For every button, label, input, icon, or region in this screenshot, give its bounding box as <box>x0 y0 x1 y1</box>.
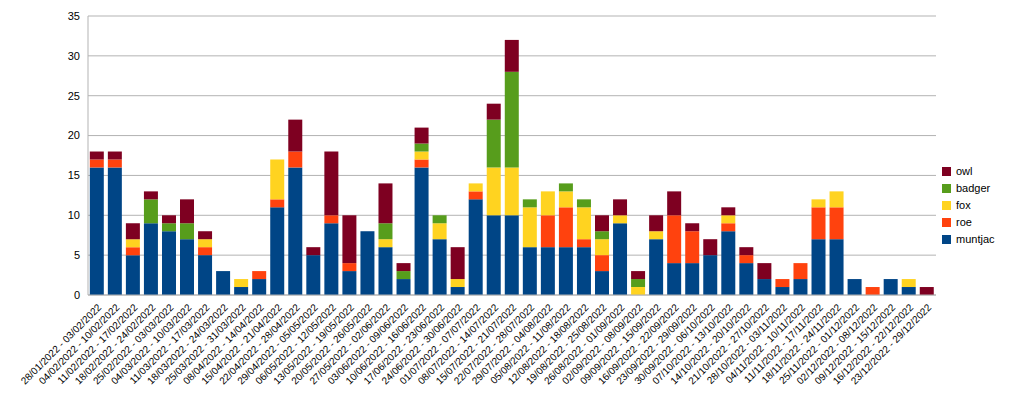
svg-text:28/10/2022 - 03/11/2022: 28/10/2022 - 03/11/2022 <box>704 301 790 386</box>
svg-text:29/04/2022 - 05/05/2022: 29/04/2022 - 05/05/2022 <box>235 301 320 387</box>
svg-text:09/09/2022 - 15/09/2022: 09/09/2022 - 15/09/2022 <box>577 301 663 387</box>
svg-text:0: 0 <box>74 289 80 301</box>
svg-text:11/02/2022 - 17/02/2022: 11/02/2022 - 17/02/2022 <box>55 301 140 386</box>
svg-text:08/07/2022 - 14/07/2022: 08/07/2022 - 14/07/2022 <box>415 301 501 387</box>
svg-text:22/04/2022 - 28/04/2022: 22/04/2022 - 28/04/2022 <box>217 301 302 387</box>
svg-text:04/11/2022 - 10/11/2022: 04/11/2022 - 10/11/2022 <box>723 301 808 386</box>
svg-text:11/03/2022 - 17/03/2022: 11/03/2022 - 17/03/2022 <box>127 301 212 386</box>
svg-text:29/07/2022 - 04/08/2022: 29/07/2022 - 04/08/2022 <box>469 301 555 387</box>
svg-text:27/05/2022 - 02/06/2022: 27/05/2022 - 02/06/2022 <box>307 301 393 387</box>
svg-text:06/05/2022 - 12/05/2022: 06/05/2022 - 12/05/2022 <box>253 301 338 387</box>
svg-text:07/10/2022 - 13/10/2022: 07/10/2022 - 13/10/2022 <box>650 301 735 387</box>
svg-text:26/08/2022 - 01/09/2022: 26/08/2022 - 01/09/2022 <box>541 301 627 387</box>
svg-text:20/05/2022 - 26/05/2022: 20/05/2022 - 26/05/2022 <box>289 301 375 387</box>
svg-text:10: 10 <box>68 209 80 221</box>
svg-text:25/02/2022 - 03/03/2022: 25/02/2022 - 03/03/2022 <box>90 301 176 387</box>
svg-text:10/06/2022 - 16/06/2022: 10/06/2022 - 16/06/2022 <box>343 301 429 387</box>
svg-text:22/07/2022 - 28/07/2022: 22/07/2022 - 28/07/2022 <box>451 301 537 387</box>
svg-text:13/05/2022 - 19/05/2022: 13/05/2022 - 19/05/2022 <box>271 301 357 387</box>
html-text:badger: badger <box>956 182 991 194</box>
svg-text:08/04/2022 - 14/04/2022: 08/04/2022 - 14/04/2022 <box>181 301 266 387</box>
svg-text:18/02/2022 - 24/02/2022: 18/02/2022 - 24/02/2022 <box>72 301 158 387</box>
svg-text:11/11/2022 - 17/11/2022: 11/11/2022 - 17/11/2022 <box>741 301 826 385</box>
svg-text:30/09/2022 - 06/10/2022: 30/09/2022 - 06/10/2022 <box>632 301 717 387</box>
svg-text:23/12/2022 - 29/12/2022: 23/12/2022 - 29/12/2022 <box>849 301 934 386</box>
svg-text:03/06/2022 - 09/06/2022: 03/06/2022 - 09/06/2022 <box>325 301 411 387</box>
svg-text:04/03/2022 - 10/03/2022: 04/03/2022 - 10/03/2022 <box>108 301 194 387</box>
svg-text:30: 30 <box>68 50 80 62</box>
svg-text:12/08/2022 - 18/08/2022: 12/08/2022 - 18/08/2022 <box>505 301 591 387</box>
svg-text:25/03/2022 - 31/03/2022: 25/03/2022 - 31/03/2022 <box>163 301 248 387</box>
html-text:fox: fox <box>956 199 971 211</box>
html-text:roe: roe <box>956 216 972 228</box>
svg-text:24/06/2022 - 30/06/2022: 24/06/2022 - 30/06/2022 <box>379 301 465 387</box>
svg-text:04/02/2022 - 10/02/2022: 04/02/2022 - 10/02/2022 <box>36 301 122 387</box>
svg-text:15/07/2022 - 21/07/2022: 15/07/2022 - 21/07/2022 <box>433 301 519 387</box>
html-text:owl: owl <box>956 165 973 177</box>
svg-text:23/09/2022 - 29/09/2022: 23/09/2022 - 29/09/2022 <box>614 301 699 387</box>
svg-text:09/12/2022 - 15/12/2022: 09/12/2022 - 15/12/2022 <box>812 301 898 387</box>
svg-text:14/10/2022 - 20/10/2022: 14/10/2022 - 20/10/2022 <box>668 301 753 387</box>
svg-text:35: 35 <box>68 10 80 22</box>
svg-text:02/09/2022 - 08/09/2022: 02/09/2022 - 08/09/2022 <box>559 301 645 387</box>
svg-text:05/08/2022 - 11/08/2022: 05/08/2022 - 11/08/2022 <box>488 301 573 386</box>
svg-text:21/10/2022 - 27/10/2022: 21/10/2022 - 27/10/2022 <box>686 301 771 387</box>
svg-text:18/03/2022 - 24/03/2022: 18/03/2022 - 24/03/2022 <box>144 301 230 387</box>
svg-text:5: 5 <box>74 249 80 261</box>
svg-text:17/06/2022 - 23/06/2022: 17/06/2022 - 23/06/2022 <box>361 301 447 387</box>
html-text:muntjac: muntjac <box>956 233 995 245</box>
svg-text:18/11/2022 - 24/11/2022: 18/11/2022 - 24/11/2022 <box>759 301 844 386</box>
svg-text:28/01/2022 - 03/02/2022: 28/01/2022 - 03/02/2022 <box>18 301 104 387</box>
svg-text:16/12/2022 - 22/12/2022: 16/12/2022 - 22/12/2022 <box>831 301 916 386</box>
svg-text:19/08/2022 - 25/08/2022: 19/08/2022 - 25/08/2022 <box>523 301 609 387</box>
svg-text:20: 20 <box>68 129 80 141</box>
svg-text:15/04/2022 - 21/04/2022: 15/04/2022 - 21/04/2022 <box>199 301 284 387</box>
svg-text:02/12/2022 - 08/12/2022: 02/12/2022 - 08/12/2022 <box>794 301 880 387</box>
svg-text:25/11/2022 - 01/12/2022: 25/11/2022 - 01/12/2022 <box>776 301 862 386</box>
svg-text:16/09/2022 - 22/09/2022: 16/09/2022 - 22/09/2022 <box>596 301 681 387</box>
svg-text:15: 15 <box>68 169 80 181</box>
svg-text:01/07/2022 - 07/07/2022: 01/07/2022 - 07/07/2022 <box>397 301 483 387</box>
svg-text:25: 25 <box>68 90 80 102</box>
